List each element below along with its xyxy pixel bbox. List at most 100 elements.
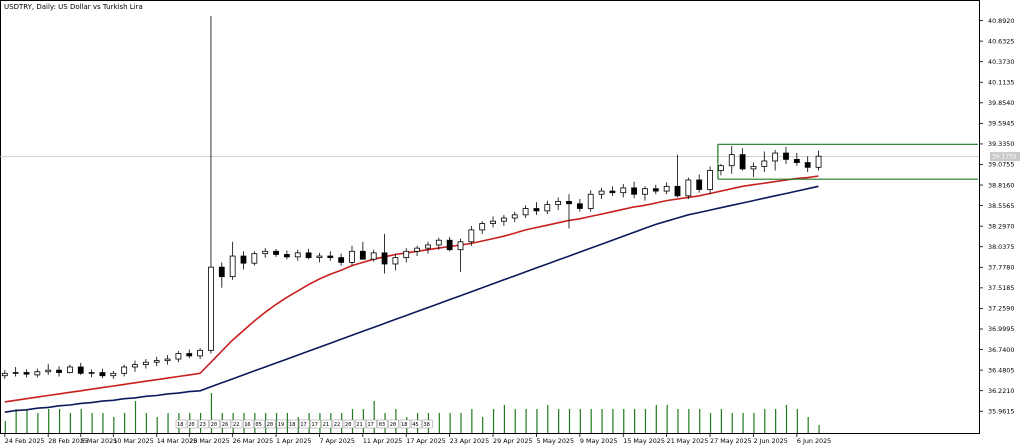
mini-label: 20 — [188, 422, 195, 428]
mini-label-box — [186, 419, 198, 429]
x-tick-label: 15 May 2025 — [623, 437, 665, 445]
x-tick-label: 26 Mar 2025 — [233, 437, 274, 445]
candlesticks — [1, 15, 822, 379]
candle — [229, 241, 236, 280]
x-tick-label: 7 Apr 2025 — [319, 437, 354, 445]
mini-label-box — [410, 419, 422, 429]
mini-label-box — [242, 419, 254, 429]
y-axis: 40.8920 40.6325 40.3730 40.1135 39.8540 39.59… — [979, 17, 1014, 415]
mini-label: 20 — [345, 422, 352, 428]
mini-label: 17 — [367, 422, 374, 428]
candle-body-up — [175, 353, 182, 360]
candle-body-down — [446, 239, 453, 251]
candle — [110, 370, 117, 379]
y-tick-label: 38.0375 — [988, 243, 1014, 251]
candle-body-up — [728, 154, 735, 167]
x-tick-label: 28 Feb 2025 — [48, 437, 88, 445]
y-tick-label: 36.4805 — [988, 366, 1014, 374]
mini-label: 18 — [177, 422, 184, 428]
y-tick-label: 36.7400 — [988, 346, 1014, 354]
candle-body-up — [620, 187, 627, 194]
candle-body-up — [750, 166, 757, 170]
candle — [522, 205, 529, 219]
mini-label-box — [399, 419, 411, 429]
candle — [598, 187, 605, 200]
candle — [316, 252, 323, 263]
mini-label: 03 — [379, 422, 386, 428]
y-tick-label: 37.5185 — [988, 284, 1014, 292]
x-tick-label: 23 Apr 2025 — [450, 437, 490, 445]
candle — [718, 164, 724, 176]
candle — [772, 149, 779, 171]
candle — [153, 356, 160, 367]
candle — [511, 211, 518, 222]
candle-body-down — [566, 200, 572, 205]
candle — [349, 245, 355, 266]
candle — [305, 248, 312, 260]
candle — [327, 251, 334, 261]
x-tick-label: 9 May 2025 — [580, 437, 618, 445]
y-tick-label: 35.9615 — [988, 407, 1014, 415]
candle-body-up — [555, 200, 562, 205]
candle — [707, 166, 713, 195]
candle — [56, 366, 62, 377]
x-tick-label: 27 May 2025 — [710, 437, 752, 445]
candle — [121, 364, 128, 377]
candle-body-up — [772, 152, 779, 162]
candle — [479, 221, 486, 234]
candle — [533, 202, 540, 215]
ema-slow-series — [4, 185, 819, 413]
candle-body-down — [696, 179, 703, 190]
y-tick-label: 37.2590 — [988, 305, 1014, 313]
y-tick-label: 40.3730 — [988, 58, 1014, 66]
candle — [446, 237, 453, 252]
candle — [240, 251, 247, 270]
candle-body-down — [218, 266, 225, 278]
candle — [652, 184, 659, 195]
mini-label-box — [209, 419, 220, 429]
candle-body-up — [490, 220, 496, 224]
candle-body-up — [251, 253, 258, 264]
ema-fast-series — [4, 175, 819, 403]
candle-body-down — [338, 257, 345, 263]
candle-body-up — [425, 244, 431, 249]
candle-body-down — [359, 250, 366, 260]
candle-body-up — [132, 364, 138, 368]
mini-label: 18 — [289, 422, 296, 428]
candle-body-up — [349, 250, 355, 263]
mini-label-box — [287, 419, 299, 429]
candle-body-up — [208, 266, 214, 351]
candle — [804, 156, 811, 173]
candle-body-down — [327, 255, 334, 259]
y-tick-label: 39.5945 — [988, 120, 1014, 128]
chart-title: USDTRY, Daily: US Dollar vs Turkish Lira — [4, 3, 143, 11]
x-tick-label: 29 Apr 2025 — [493, 437, 533, 445]
x-tick-label: 6 Jun 2025 — [797, 437, 831, 445]
y-tick-label: 38.2970 — [988, 222, 1014, 230]
candle-body-down — [273, 250, 279, 255]
candle-body-up — [229, 255, 236, 278]
candle-body-down — [793, 158, 800, 163]
x-tick-label: 24 Feb 2025 — [5, 437, 45, 445]
mini-label: 19 — [278, 422, 285, 428]
candle — [142, 359, 149, 369]
candle — [251, 251, 258, 266]
candle — [175, 351, 182, 363]
mini-label-box — [265, 419, 276, 429]
candle-body-up — [718, 165, 724, 171]
candle-body-down — [56, 369, 62, 373]
mini-label: 45 — [412, 422, 419, 428]
mini-label: 05 — [255, 422, 262, 428]
candle — [99, 368, 106, 379]
candle-body-up — [587, 193, 594, 209]
candle-body-up — [88, 372, 95, 374]
plot-frame — [0, 0, 980, 434]
candle-body-down — [240, 255, 247, 264]
x-tick-label: 11 Apr 2025 — [363, 437, 403, 445]
candle — [23, 369, 30, 378]
candle — [67, 364, 73, 374]
candle-body-up — [370, 252, 377, 260]
mini-label-box — [276, 419, 288, 429]
candle — [663, 182, 670, 195]
